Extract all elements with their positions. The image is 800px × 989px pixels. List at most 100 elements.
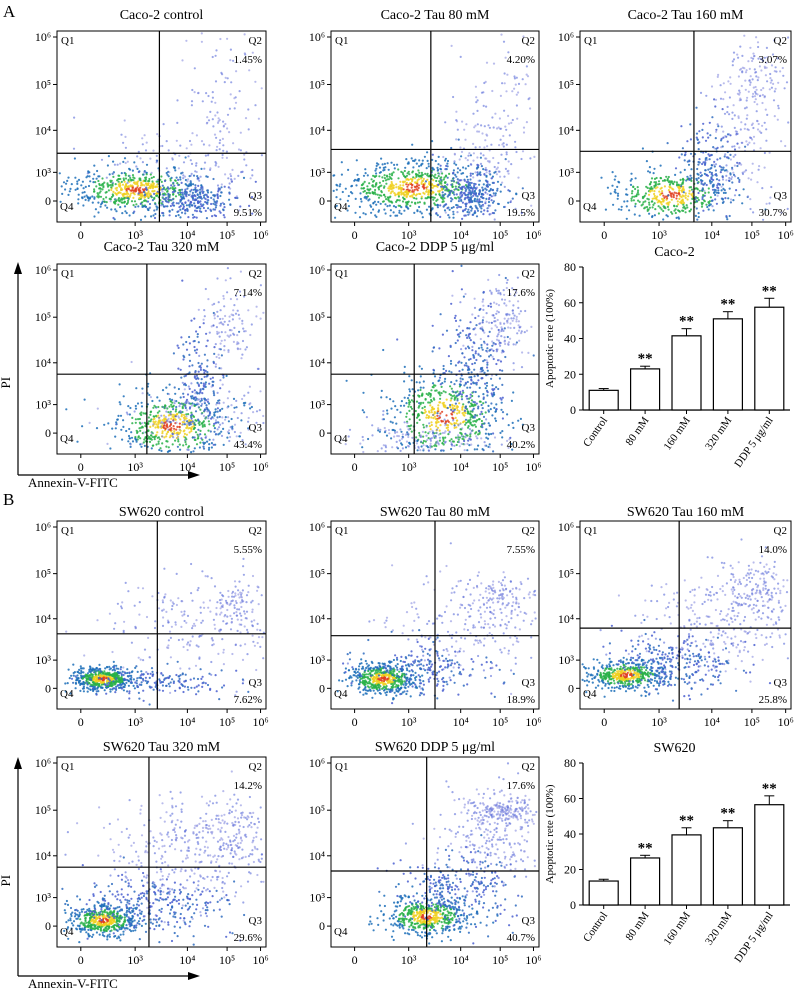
- scatter-point: [472, 353, 475, 357]
- scatter-point: [473, 192, 476, 195]
- scatter-point: [467, 401, 470, 404]
- scatter-point: [140, 405, 144, 408]
- scatter-point: [395, 183, 398, 186]
- scatter-point: [474, 146, 477, 149]
- scatter-point: [425, 208, 428, 211]
- scatter-point: [153, 196, 156, 199]
- scatter-point: [463, 191, 466, 195]
- scatter-point: [511, 118, 514, 122]
- scatter-point: [418, 395, 421, 398]
- scatter-point: [147, 190, 150, 193]
- scatter-point: [491, 414, 494, 417]
- scatter-point: [185, 443, 188, 446]
- scatter-point: [99, 187, 102, 190]
- scatter-point: [507, 122, 511, 125]
- scatter-point: [214, 54, 217, 57]
- scatter-point: [381, 200, 385, 203]
- scatter-point: [434, 173, 437, 176]
- scatter-point: [182, 195, 185, 198]
- scatter-point: [704, 139, 708, 142]
- scatter-point: [228, 315, 231, 318]
- scatter-point: [178, 428, 181, 431]
- scatter-point: [160, 414, 163, 417]
- scatter-point: [170, 403, 173, 406]
- scatter-point: [214, 206, 217, 209]
- scatter-point: [167, 430, 170, 433]
- scatter-point: [86, 175, 89, 178]
- scatter-point: [223, 81, 226, 84]
- scatter-point: [710, 164, 713, 167]
- scatter-point: [493, 387, 496, 391]
- scatter-point: [498, 170, 501, 173]
- scatter-point: [363, 180, 366, 183]
- scatter-point: [667, 175, 670, 179]
- scatter-point: [89, 180, 92, 183]
- scatter-point: [218, 188, 222, 191]
- scatter-point: [66, 179, 69, 182]
- scatter-point: [191, 364, 194, 367]
- scatter-point: [99, 190, 102, 193]
- scatter-point: [361, 446, 364, 449]
- scatter-point: [217, 433, 220, 436]
- scatter-point: [134, 190, 137, 193]
- scatter-point: [345, 379, 348, 382]
- scatter-point: [236, 334, 239, 337]
- scatter-point: [156, 431, 159, 434]
- scatter-point: [147, 437, 150, 440]
- scatter-point: [228, 107, 231, 110]
- scatter-point: [243, 404, 246, 407]
- scatter-point: [126, 197, 129, 200]
- scatter-point: [380, 396, 383, 399]
- scatter-point: [105, 176, 108, 179]
- scatter-point: [249, 333, 252, 337]
- scatter-point: [191, 197, 195, 200]
- scatter-point: [209, 208, 212, 211]
- scatter-point: [761, 124, 764, 127]
- scatter-point: [485, 359, 488, 362]
- scatter-point: [195, 210, 198, 213]
- scatter-point: [442, 443, 445, 446]
- scatter-point: [398, 199, 401, 202]
- scatter-point: [708, 179, 712, 182]
- scatter-point: [520, 157, 523, 161]
- scatter-point: [425, 434, 428, 437]
- scatter-point: [719, 84, 722, 87]
- scatter-point: [724, 153, 727, 156]
- scatter-point: [749, 81, 752, 84]
- scatter-point: [195, 330, 198, 333]
- scatter-point: [181, 381, 184, 384]
- scatter-point: [678, 156, 681, 159]
- scatter-point: [184, 188, 187, 191]
- scatter-point: [773, 90, 776, 93]
- scatter-point: [755, 36, 758, 39]
- scatter-point: [394, 214, 397, 217]
- scatter-point: [92, 181, 95, 184]
- scatter-point: [361, 409, 364, 412]
- scatter-point: [155, 154, 158, 157]
- scatter-point: [252, 411, 255, 414]
- scatter-point: [684, 211, 687, 214]
- scatter-point: [350, 184, 354, 187]
- scatter-point: [709, 134, 712, 137]
- scatter-point: [751, 78, 754, 81]
- scatter-point: [459, 301, 462, 304]
- scatter-point: [507, 342, 510, 345]
- scatter-point: [422, 423, 425, 426]
- scatter-point: [424, 431, 427, 434]
- scatter-point: [236, 341, 239, 344]
- scatter-point: [490, 177, 494, 180]
- scatter-point: [366, 185, 369, 188]
- scatter-point: [453, 383, 456, 386]
- scatter-point: [203, 309, 206, 312]
- scatter-point: [467, 184, 470, 187]
- scatter-point: [696, 167, 699, 171]
- scatter-point: [452, 410, 455, 413]
- scatter-point: [756, 93, 759, 96]
- scatter-point: [442, 178, 445, 181]
- scatter-point: [175, 405, 178, 409]
- scatter-point: [139, 218, 143, 221]
- scatter-point: [482, 415, 486, 418]
- scatter-point: [422, 191, 425, 194]
- scatter-point: [151, 399, 154, 403]
- scatter-point: [491, 181, 494, 184]
